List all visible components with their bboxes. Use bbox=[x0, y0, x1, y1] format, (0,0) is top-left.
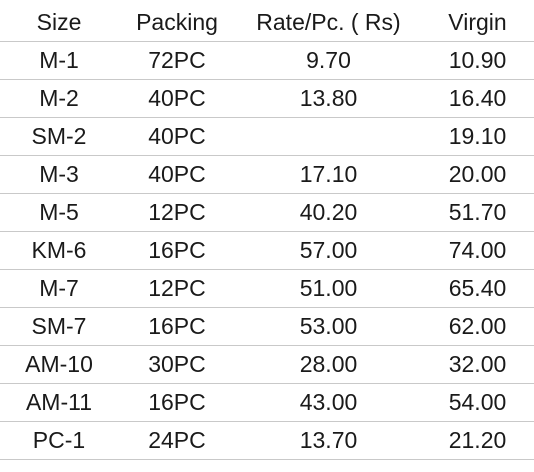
cell-size: KM-6 bbox=[0, 231, 118, 270]
price-table: Size Packing Rate/Pc. ( Rs) Virgin M-1 7… bbox=[0, 4, 534, 460]
table-row: AM-10 30PC 28.00 32.00 bbox=[0, 345, 534, 384]
cell-virgin: 54.00 bbox=[421, 383, 534, 422]
cell-rate: 13.80 bbox=[236, 79, 421, 118]
cell-rate: 40.20 bbox=[236, 193, 421, 232]
cell-packing: 40PC bbox=[118, 155, 236, 194]
cell-size: AM-11 bbox=[0, 383, 118, 422]
table-row: PC-1 24PC 13.70 21.20 bbox=[0, 421, 534, 460]
cell-packing: 40PC bbox=[118, 117, 236, 156]
header-size: Size bbox=[0, 4, 118, 42]
cell-virgin: 65.40 bbox=[421, 269, 534, 308]
table-row: M-3 40PC 17.10 20.00 bbox=[0, 155, 534, 194]
cell-size: SM-7 bbox=[0, 307, 118, 346]
cell-virgin: 10.90 bbox=[421, 41, 534, 80]
table-body: M-1 72PC 9.70 10.90 M-2 40PC 13.80 16.40… bbox=[0, 41, 534, 460]
table-row: SM-2 40PC 19.10 bbox=[0, 117, 534, 156]
cell-size: M-3 bbox=[0, 155, 118, 194]
cell-packing: 40PC bbox=[118, 79, 236, 118]
cell-rate: 53.00 bbox=[236, 307, 421, 346]
header-packing: Packing bbox=[118, 4, 236, 42]
cell-packing: 16PC bbox=[118, 307, 236, 346]
table-row: M-1 72PC 9.70 10.90 bbox=[0, 41, 534, 80]
table-row: M-7 12PC 51.00 65.40 bbox=[0, 269, 534, 308]
header-virgin: Virgin bbox=[421, 4, 534, 42]
table-header: Size Packing Rate/Pc. ( Rs) Virgin bbox=[0, 4, 534, 42]
cell-virgin: 19.10 bbox=[421, 117, 534, 156]
cell-rate: 43.00 bbox=[236, 383, 421, 422]
cell-packing: 12PC bbox=[118, 193, 236, 232]
cell-rate bbox=[236, 117, 421, 156]
cell-virgin: 62.00 bbox=[421, 307, 534, 346]
cell-size: SM-2 bbox=[0, 117, 118, 156]
cell-rate: 57.00 bbox=[236, 231, 421, 270]
cell-size: PC-1 bbox=[0, 421, 118, 460]
cell-packing: 12PC bbox=[118, 269, 236, 308]
header-row: Size Packing Rate/Pc. ( Rs) Virgin bbox=[0, 4, 534, 42]
cell-size: M-5 bbox=[0, 193, 118, 232]
cell-size: M-2 bbox=[0, 79, 118, 118]
cell-rate: 28.00 bbox=[236, 345, 421, 384]
cell-size: M-7 bbox=[0, 269, 118, 308]
table-row: M-2 40PC 13.80 16.40 bbox=[0, 79, 534, 118]
cell-rate: 51.00 bbox=[236, 269, 421, 308]
cell-size: AM-10 bbox=[0, 345, 118, 384]
header-rate: Rate/Pc. ( Rs) bbox=[236, 4, 421, 42]
cell-rate: 13.70 bbox=[236, 421, 421, 460]
table-row: SM-7 16PC 53.00 62.00 bbox=[0, 307, 534, 346]
cell-rate: 9.70 bbox=[236, 41, 421, 80]
table-row: KM-6 16PC 57.00 74.00 bbox=[0, 231, 534, 270]
table-row: AM-11 16PC 43.00 54.00 bbox=[0, 383, 534, 422]
cell-virgin: 21.20 bbox=[421, 421, 534, 460]
cell-virgin: 16.40 bbox=[421, 79, 534, 118]
cell-packing: 30PC bbox=[118, 345, 236, 384]
cell-packing: 24PC bbox=[118, 421, 236, 460]
cell-virgin: 20.00 bbox=[421, 155, 534, 194]
cell-packing: 16PC bbox=[118, 383, 236, 422]
cell-size: M-1 bbox=[0, 41, 118, 80]
cell-virgin: 51.70 bbox=[421, 193, 534, 232]
table-row: M-5 12PC 40.20 51.70 bbox=[0, 193, 534, 232]
cell-packing: 72PC bbox=[118, 41, 236, 80]
cell-rate: 17.10 bbox=[236, 155, 421, 194]
cell-virgin: 74.00 bbox=[421, 231, 534, 270]
cell-packing: 16PC bbox=[118, 231, 236, 270]
cell-virgin: 32.00 bbox=[421, 345, 534, 384]
